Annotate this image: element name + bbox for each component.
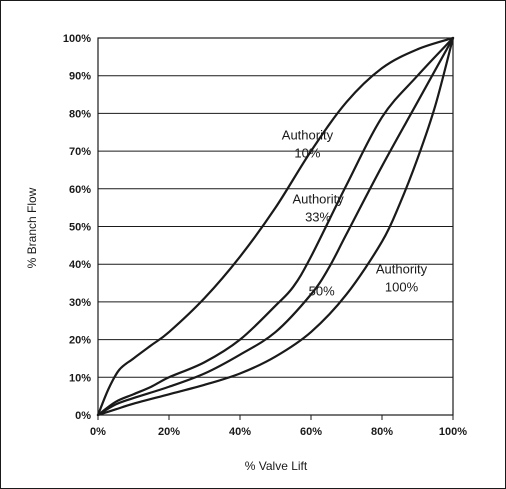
x-tick-label: 20% <box>158 426 180 438</box>
y-tick-label: 100% <box>63 33 91 45</box>
y-tick-label: 90% <box>69 71 91 83</box>
annotation-label: Authority <box>376 261 428 276</box>
x-tick-label: 40% <box>229 426 251 438</box>
y-tick-label: 80% <box>69 108 91 120</box>
plot-frame <box>97 37 454 416</box>
x-axis-title: % Valve Lift <box>245 459 308 473</box>
annotation-label: 10% <box>294 146 320 161</box>
annotation-label: Authority <box>292 192 344 207</box>
y-tick-label: 50% <box>69 222 91 234</box>
annotation-layer: Authority 10% Authority 33% 50% Authority 100% <box>282 128 428 299</box>
series-line-4 <box>96 36 455 417</box>
series-line-2 <box>96 36 455 417</box>
annotation-label: 50% <box>309 284 335 299</box>
x-tick-label: 60% <box>300 426 322 438</box>
x-tick-label: 100% <box>439 426 467 438</box>
curve-layer <box>96 36 455 417</box>
y-axis-title: % Branch Flow <box>25 187 39 268</box>
series-line-1 <box>96 36 455 417</box>
series-line-3 <box>96 36 455 417</box>
grid-layer <box>97 37 454 416</box>
annotation-label: 33% <box>305 210 331 225</box>
y-tick-label: 0% <box>75 410 91 422</box>
y-tick-label: 10% <box>69 372 91 384</box>
annotation-label: 100% <box>385 279 419 294</box>
y-tick-label: 60% <box>69 184 91 196</box>
y-tick-label: 70% <box>69 146 91 158</box>
tick-layer: 0% 10% 20% 30% 40% 50% 60% 70% 80% 90% 100% 0% 20% 40… <box>63 33 467 438</box>
y-tick-label: 30% <box>69 297 91 309</box>
y-tick-label: 20% <box>69 335 91 347</box>
annotation-label: Authority <box>282 128 334 143</box>
y-tick-label: 40% <box>69 259 91 271</box>
x-tick-label: 0% <box>90 426 106 438</box>
x-tick-label: 80% <box>371 426 393 438</box>
